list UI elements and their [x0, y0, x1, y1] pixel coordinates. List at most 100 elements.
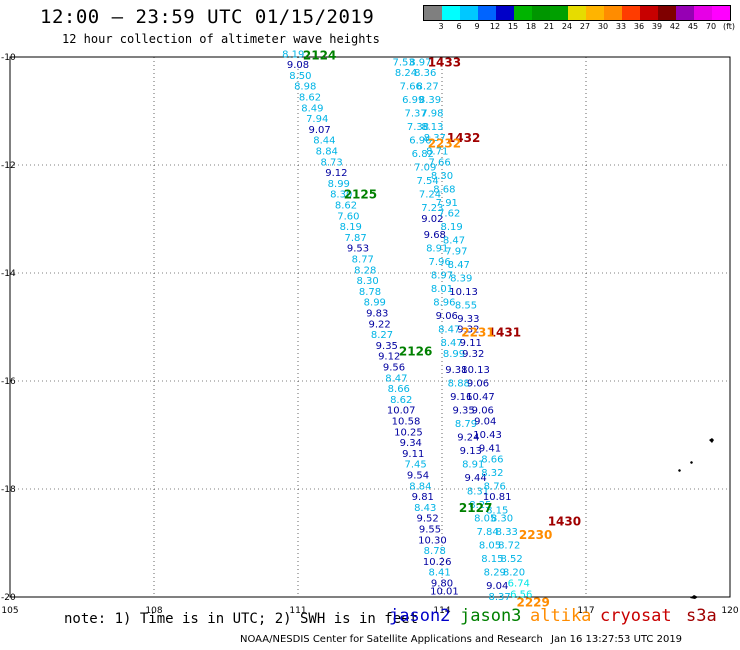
pass-id-label: 1430	[548, 514, 581, 528]
swh-value: 10.13	[461, 365, 490, 376]
swh-value: 7.60	[337, 211, 359, 222]
page-subtitle: 12 hour collection of altimeter wave hei…	[62, 32, 380, 46]
legend-swatch	[586, 6, 604, 20]
swh-value: 8.52	[500, 554, 522, 565]
swh-value: 7.87	[344, 233, 366, 244]
swh-value: 8.31	[467, 487, 489, 498]
legend-swatch	[658, 6, 676, 20]
swh-value: 7.96	[428, 257, 450, 268]
swh-value: 9.52	[416, 514, 438, 525]
swh-value: 8.62	[299, 93, 321, 104]
swh-value: 8.50	[289, 71, 311, 82]
legend-label: 24	[561, 22, 573, 31]
swh-value: 9.08	[287, 60, 309, 71]
swh-value: 6.74	[508, 579, 530, 590]
legend-swatch	[442, 6, 460, 20]
legend-swatch	[640, 6, 658, 20]
legend-swatch	[676, 6, 694, 20]
legend-label: 15	[507, 22, 519, 31]
y-tick-label: -12	[1, 161, 16, 171]
swh-value: 8.78	[424, 546, 446, 557]
pass-id-label: 2229	[516, 595, 549, 609]
swh-value: 10.43	[473, 430, 502, 441]
swh-value: 10.47	[466, 392, 495, 403]
swh-value: 8.20	[503, 568, 525, 579]
swh-value: 8.99	[443, 349, 465, 360]
swh-value: 8.91	[462, 460, 484, 471]
swh-value: 8.33	[496, 527, 518, 538]
legend-label: 39	[651, 22, 663, 31]
swh-value: 8.05	[479, 541, 501, 552]
legend-label: 6	[456, 22, 462, 31]
x-tick-label: 108	[145, 606, 162, 616]
swh-value: 8.24	[395, 68, 417, 79]
swh-value: 8.84	[316, 147, 338, 158]
swh-value: 8.29	[484, 568, 506, 579]
swh-value: 8.39	[419, 95, 441, 106]
swh-value: 9.06	[467, 379, 489, 390]
swh-value: 8.39	[450, 273, 472, 284]
legend-swatch	[460, 6, 478, 20]
swh-value: 8.96	[433, 298, 455, 309]
swh-value: 8.84	[409, 481, 431, 492]
footer-note: note: 1) Time is in UTC; 2) SWH is in fe…	[64, 611, 419, 627]
swh-value: 10.26	[423, 557, 452, 568]
swh-value: 7.66	[400, 82, 422, 93]
swh-value: 8.41	[428, 568, 450, 579]
swh-value: 8.76	[484, 481, 506, 492]
pass-id-label: 2232	[428, 136, 461, 150]
swh-value: 8.28	[354, 265, 376, 276]
swh-value: 9.11	[460, 338, 482, 349]
x-tick-label: 105	[1, 606, 18, 616]
swh-value: 7.38	[407, 122, 429, 133]
credit-text: NOAA/NESDIS Center for Satellite Applica…	[240, 634, 543, 645]
legend-label: 33	[615, 22, 627, 31]
satellite-jason2: jason2	[389, 606, 451, 626]
y-tick-label: -20	[1, 593, 16, 603]
swh-value: 9.33	[457, 314, 479, 325]
swh-value: 8.15	[481, 554, 503, 565]
satellite-s3a: s3a	[686, 606, 717, 626]
swh-value: 8.37	[488, 592, 510, 603]
swh-value: 7.84	[476, 527, 498, 538]
swh-value: 9.44	[464, 473, 486, 484]
swh-value: 8.99	[328, 179, 350, 190]
legend-swatch	[514, 6, 532, 20]
swh-value: 8.25	[469, 500, 491, 511]
swh-value: 10.58	[392, 417, 421, 428]
legend-swatch	[604, 6, 622, 20]
legend-label: 45	[687, 22, 699, 31]
swh-value: 7.94	[306, 114, 328, 125]
map-frame	[9, 56, 731, 598]
pass-id-label: 2231	[461, 325, 494, 339]
swh-value: 8.97	[431, 271, 453, 282]
swh-value: 8.47	[443, 236, 465, 247]
swh-value: 8.36	[414, 68, 436, 79]
swh-value: 8.91	[426, 244, 448, 255]
legend-label: 18	[525, 22, 537, 31]
swh-value: 9.68	[424, 230, 446, 241]
swh-value: 8.79	[455, 419, 477, 430]
legend-label: 30	[597, 22, 609, 31]
swh-value: 8.97	[409, 57, 431, 68]
swh-value: 9.55	[419, 525, 441, 536]
legend-label: (ft)	[722, 22, 736, 31]
legend-label: 42	[669, 22, 681, 31]
x-tick-label: 117	[577, 606, 594, 616]
swh-value: 7.62	[438, 209, 460, 220]
swh-value: 8.68	[433, 184, 455, 195]
swh-value: 9.38	[445, 365, 467, 376]
swh-value: 9.16	[450, 392, 472, 403]
swh-value: 9.06	[436, 311, 458, 322]
swh-value: 9.32	[462, 349, 484, 360]
swh-value: 8.88	[448, 379, 470, 390]
swh-value: 8.30	[431, 171, 453, 182]
swh-value: 9.80	[431, 579, 453, 590]
pass-id-label: 2126	[399, 344, 432, 358]
swh-value: 10.30	[418, 535, 447, 546]
legend-label: 9	[474, 22, 480, 31]
swh-value: 8.71	[426, 147, 448, 158]
y-tick-label: -14	[1, 269, 16, 279]
swh-value: 7.91	[436, 198, 458, 209]
